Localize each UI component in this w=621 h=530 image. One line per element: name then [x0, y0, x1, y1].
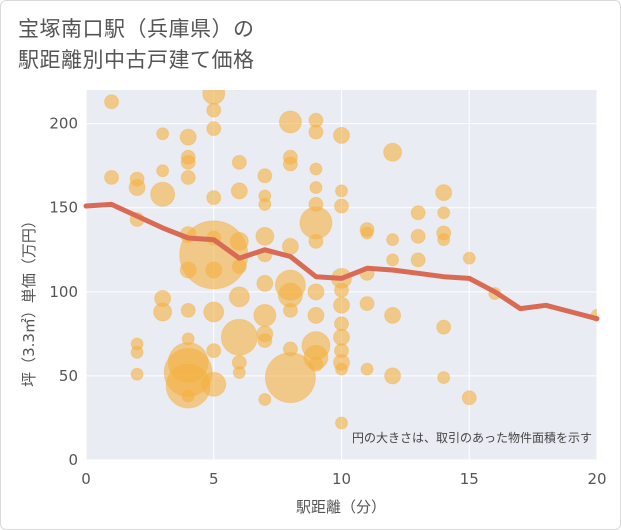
bubble-point-34 [201, 371, 227, 397]
x-tick-label-2: 10 [332, 470, 351, 488]
bubble-point-13 [179, 128, 197, 146]
bubble-point-108 [461, 390, 477, 406]
bubble-point-53 [257, 333, 273, 349]
bubble-point-3 [128, 179, 146, 197]
bubble-point-101 [435, 184, 453, 202]
bubble-point-1 [104, 169, 120, 185]
bubble-point-75 [308, 356, 324, 372]
y-tick-label-1: 50 [59, 367, 78, 385]
bubble-point-24 [181, 389, 195, 403]
bubble-point-83 [333, 328, 350, 346]
bubble-point-0 [104, 94, 120, 110]
bubble-point-44 [232, 366, 246, 380]
x-tick-label-0: 0 [81, 470, 91, 488]
bubble-point-82 [334, 316, 349, 332]
bubble-point-19 [180, 302, 196, 318]
bubble-point-41 [228, 286, 250, 308]
bubble-point-8 [156, 127, 170, 141]
bubble-point-54 [258, 392, 272, 406]
bubble-point-47 [258, 197, 272, 211]
bubble-point-57 [282, 156, 298, 172]
y-tick-label-3: 150 [49, 199, 78, 217]
bubble-point-28 [206, 190, 222, 206]
bubble-point-102 [437, 206, 451, 220]
chart-title-line1: 宝塚南口駅（兵庫県）の [18, 17, 255, 41]
bubble-point-58 [281, 237, 299, 255]
y-tick-labels: 0 50 100 150 200 [49, 115, 78, 469]
bubble-point-42 [220, 318, 258, 356]
bubble-layer [104, 54, 597, 430]
bubble-point-63 [264, 352, 316, 404]
bubble-point-9 [156, 164, 170, 178]
bubble-point-40 [231, 259, 247, 275]
bubble-point-91 [359, 296, 375, 312]
bubble-point-72 [307, 306, 325, 324]
bubble-point-96 [384, 306, 402, 324]
x-tick-label-4: 20 [587, 470, 606, 488]
bubble-point-97 [384, 367, 402, 385]
y-tick-label-4: 200 [49, 115, 78, 133]
bubble-point-27 [206, 121, 222, 137]
bubble-point-71 [307, 283, 325, 301]
y-tick-label-2: 100 [49, 283, 78, 301]
bubble-point-50 [256, 274, 274, 292]
bubble-point-67 [309, 181, 323, 195]
bubble-point-12 [153, 302, 173, 322]
bubble-point-35 [230, 54, 248, 72]
size-note: 円の大きさは、取引のあった物件面積を示す [352, 430, 592, 445]
bubble-point-77 [335, 184, 348, 198]
bubble-point-80 [334, 282, 349, 298]
x-tick-labels: 0 5 10 15 20 [81, 470, 606, 488]
bubble-point-15 [180, 154, 196, 170]
y-tick-label-0: 0 [68, 451, 78, 469]
bubble-point-26 [206, 102, 222, 118]
bubble-point-94 [386, 233, 400, 247]
bubble-point-6 [130, 345, 144, 359]
y-axis-label: 坪（3.3㎡）単価（万円） [20, 213, 38, 387]
bubble-point-31 [205, 261, 223, 279]
bubble-point-87 [335, 416, 348, 430]
bubble-point-61 [282, 302, 298, 318]
bubble-point-51 [253, 303, 277, 327]
bubble-point-36 [236, 90, 243, 91]
trend-line [83, 201, 600, 322]
bubble-point-105 [436, 319, 452, 335]
bubble-point-10 [150, 181, 176, 207]
bubble-point-107 [462, 251, 476, 265]
bubble-point-78 [334, 198, 349, 214]
bubble-point-70 [308, 233, 324, 249]
bubble-point-81 [333, 296, 350, 314]
bubble-point-33 [206, 343, 222, 359]
bubble-point-89 [360, 226, 374, 240]
bubble-point-55 [278, 110, 302, 134]
bubble-point-86 [335, 362, 348, 376]
x-tick-label-3: 15 [460, 470, 479, 488]
chart-title: 宝塚南口駅（兵庫県）の 駅距離別中古戸建て価格 [18, 14, 255, 76]
bubble-point-39 [229, 231, 249, 251]
bubble-point-45 [257, 168, 273, 184]
bubble-point-66 [309, 162, 323, 176]
bubble-point-65 [308, 124, 324, 140]
bubble-point-25 [202, 90, 226, 105]
bubble-point-37 [231, 154, 247, 170]
chart-title-line2: 駅距離別中古戸建て価格 [18, 48, 255, 72]
bubble-point-95 [386, 253, 400, 267]
bubble-point-38 [230, 182, 248, 200]
bubble-point-99 [410, 228, 426, 244]
bubble-point-100 [410, 252, 426, 268]
bubble-point-98 [410, 205, 426, 221]
x-axis-label: 駅距離（分） [296, 498, 386, 516]
bubble-point-92 [360, 362, 374, 376]
bubble-point-106 [437, 371, 451, 385]
bubble-point-93 [383, 142, 403, 162]
bubble-point-48 [255, 226, 275, 246]
bubble-point-104 [437, 233, 451, 247]
bubble-point-76 [333, 126, 350, 144]
x-tick-label-1: 5 [209, 470, 219, 488]
bubble-point-7 [130, 367, 144, 381]
bubble-point-32 [203, 301, 225, 323]
bubble-point-16 [180, 169, 196, 185]
